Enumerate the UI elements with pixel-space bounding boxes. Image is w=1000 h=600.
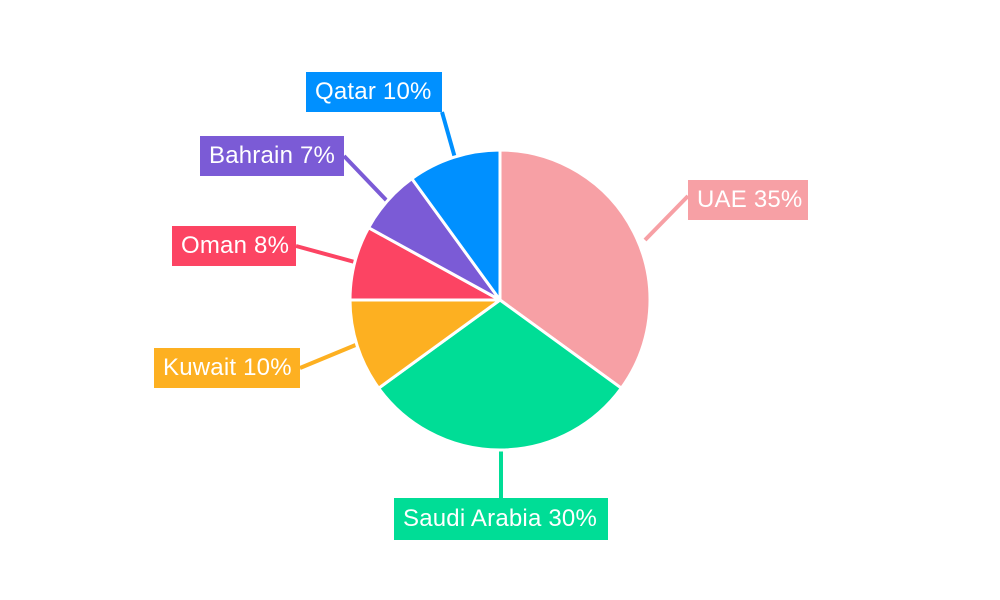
pie-slice-qatar[interactable] xyxy=(410,148,502,302)
leader-line-oman xyxy=(295,244,363,266)
slice-label-saudi-arabia[interactable]: Saudi Arabia 30% xyxy=(394,498,608,540)
slice-label-uae[interactable]: UAE 35% xyxy=(688,180,808,220)
pie-slice-uae[interactable] xyxy=(498,148,652,390)
pie-slice-kuwait[interactable] xyxy=(348,298,502,390)
slice-label-bahrain[interactable]: Bahrain 7% xyxy=(200,136,344,176)
slice-label-oman[interactable]: Oman 8% xyxy=(172,226,296,266)
leader-line-kuwait xyxy=(299,342,359,370)
leader-line-bahrain xyxy=(342,154,391,205)
leader-line-qatar xyxy=(440,111,457,159)
pie-slice-saudi-arabia[interactable] xyxy=(377,298,623,452)
pie-slices-group xyxy=(348,148,652,452)
slice-label-kuwait[interactable]: Kuwait 10% xyxy=(154,348,300,388)
slice-label-qatar[interactable]: Qatar 10% xyxy=(306,72,442,112)
leader-line-uae xyxy=(643,194,690,242)
leader-lines-group xyxy=(295,111,690,498)
